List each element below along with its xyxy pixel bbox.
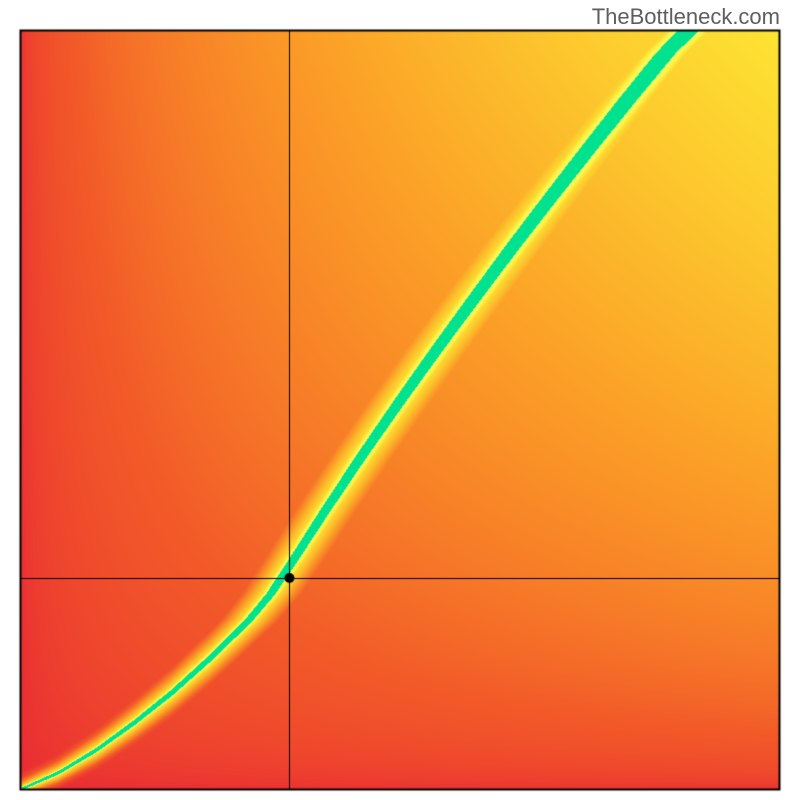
chart-container: { "chart": { "type": "heatmap", "canvas_… [0,0,800,800]
bottleneck-heatmap [0,0,800,800]
watermark-text: TheBottleneck.com [592,4,780,30]
